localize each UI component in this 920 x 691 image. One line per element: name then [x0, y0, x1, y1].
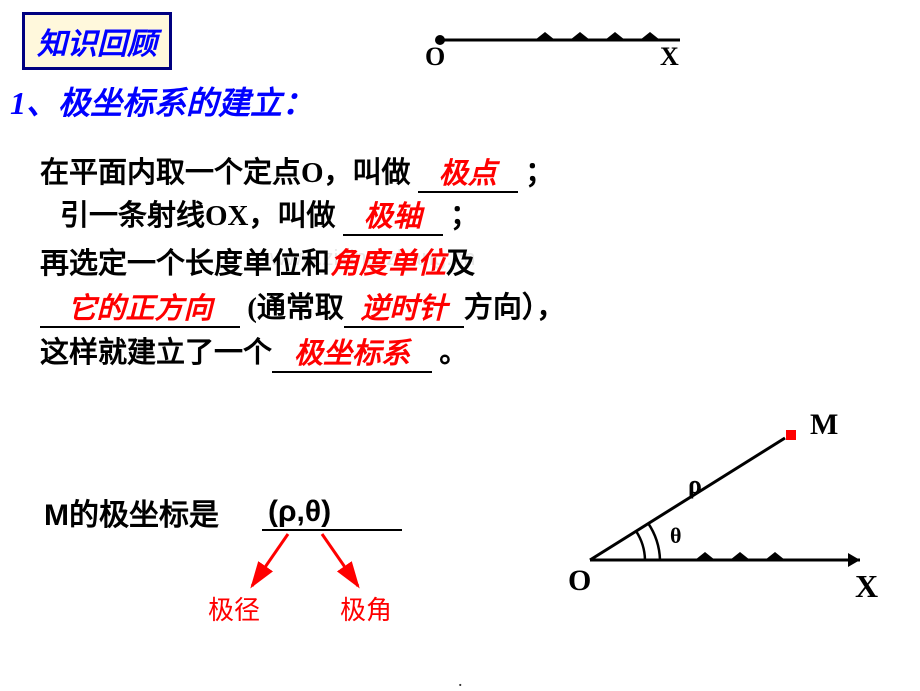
definition-line-4: 它的正方向 (通常取逆时针方向）， — [40, 290, 565, 328]
m-coord-label: M的极坐标是 — [44, 490, 219, 534]
m-coord-text: M的极坐标是 — [44, 499, 219, 532]
review-box: 知识回顾 — [22, 12, 172, 70]
definition-line-3: 再选定一个长度单位和角度单位及 — [40, 246, 475, 284]
line1-a: 在平面内取一个定点O，叫做 — [40, 157, 411, 189]
line5-b: 。 — [432, 337, 468, 369]
axis2-rho-label: ρ — [688, 470, 702, 500]
definition-line-1: 在平面内取一个定点O，叫做 极点 ； — [40, 155, 554, 193]
definition-line-5: 这样就建立了一个极坐标系 。 — [40, 335, 468, 373]
axis2-X-label: X — [855, 568, 878, 605]
line3-a: 再选定一个长度单位和 — [40, 248, 330, 280]
blank-ccw: 逆时针 — [344, 295, 464, 328]
red-angle-unit: 角度单位 — [330, 248, 446, 280]
blank-positive-dir: 它的正方向 — [40, 295, 240, 328]
annotation-angle: 极角 — [340, 590, 392, 627]
axis2-M-label: M — [810, 408, 838, 442]
definition-line-2: 引一条射线OX，叫做 极轴 ； — [60, 198, 479, 236]
axis2-O-label: O — [568, 564, 591, 598]
axis1-X-label: X — [660, 42, 679, 72]
line4-c: 方向）， — [464, 292, 566, 324]
review-box-text: 知识回顾 — [37, 28, 157, 61]
line5-a: 这样就建立了一个 — [40, 337, 272, 369]
axis2-theta-label: θ — [670, 523, 681, 549]
line4-b: (通常取 — [247, 292, 344, 324]
line1-b: ； — [525, 157, 554, 189]
blank-polar-system: 极坐标系 — [272, 340, 432, 373]
axis1-O-label: O — [425, 42, 445, 72]
line3-b: 及 — [446, 248, 475, 280]
line2-a: 引一条射线OX，叫做 — [60, 200, 336, 232]
polar-axis-diagram-top — [420, 18, 700, 78]
m-coord-value: (ρ,θ) — [262, 495, 402, 531]
line2-b: ； — [450, 200, 479, 232]
annotation-radius: 极径 — [208, 590, 260, 627]
section-title: 1、极坐标系的建立： — [10, 78, 314, 124]
blank-polar-axis: 极轴 — [343, 203, 443, 236]
blank-pole: 极点 — [418, 160, 518, 193]
footer-dot: . — [458, 670, 463, 691]
